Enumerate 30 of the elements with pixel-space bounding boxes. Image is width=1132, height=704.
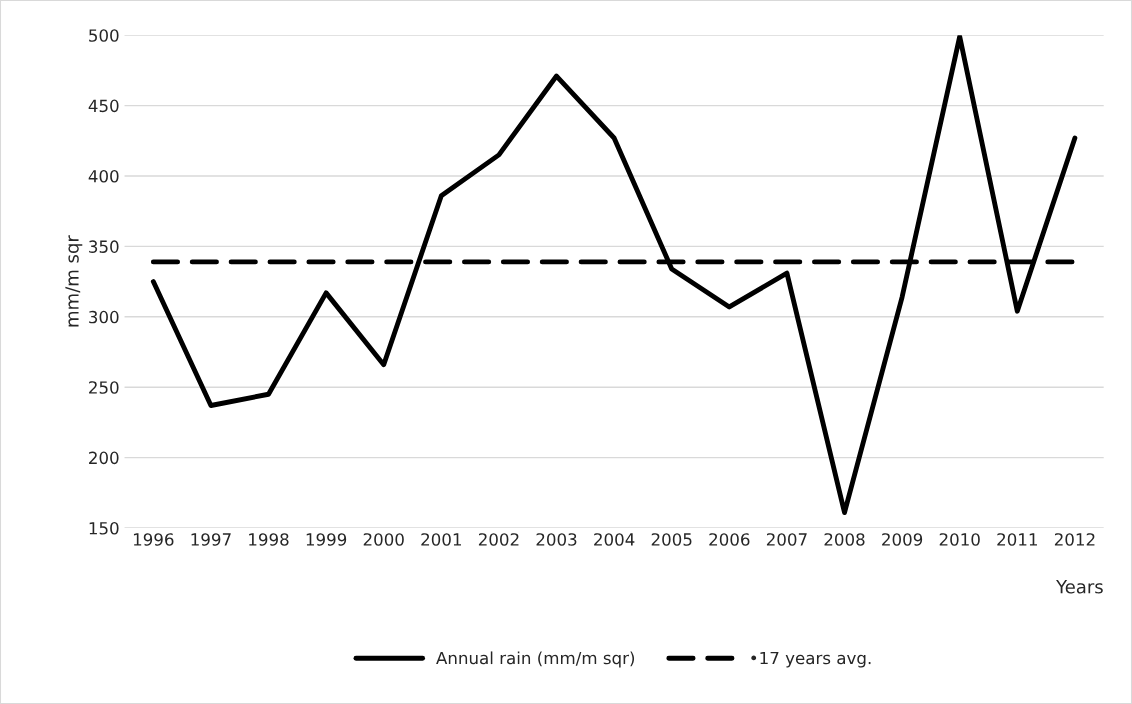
x-tick-label: 1997 — [191, 533, 231, 546]
x-tick-label: 2007 — [766, 533, 807, 546]
x-tick-label: 2008 — [824, 533, 865, 546]
legend-label: Annual rain (mm/m sqr) — [436, 651, 635, 668]
x-tick-label: 1998 — [249, 533, 289, 546]
x-tick-label: 2010 — [939, 533, 980, 546]
y-tick-label: 200 — [89, 451, 119, 465]
x-tick-label: 2011 — [997, 533, 1037, 546]
x-tick-label: 2004 — [594, 533, 635, 546]
y-tick-label: 150 — [89, 521, 119, 535]
x-tick-label: 2002 — [478, 533, 519, 546]
y-tick-label: 300 — [89, 310, 119, 324]
y-axis-title: mm/m sqr — [65, 235, 83, 327]
x-tick-label: 2001 — [421, 533, 461, 546]
y-tick-label: 250 — [89, 381, 119, 394]
x-axis-title: Years — [1056, 580, 1103, 594]
legend-label: •17 years avg. — [751, 651, 871, 668]
y-tick-label: 400 — [88, 169, 119, 183]
y-tick-label: 500 — [89, 29, 119, 42]
x-tick-label: 1996 — [133, 533, 174, 546]
y-tick-label: 450 — [88, 99, 119, 113]
x-tick-label: 2012 — [1054, 533, 1095, 546]
x-tick-label: 2000 — [363, 533, 404, 546]
x-tick-label: 2006 — [709, 533, 750, 546]
x-tick-label: 2003 — [536, 533, 577, 546]
line-series — [150, 35, 1078, 515]
x-tick-label: 2009 — [882, 533, 923, 546]
x-tick-label: 2005 — [651, 533, 692, 546]
x-tick-label: 1999 — [306, 533, 347, 546]
y-tick-label: 350 — [89, 240, 119, 253]
